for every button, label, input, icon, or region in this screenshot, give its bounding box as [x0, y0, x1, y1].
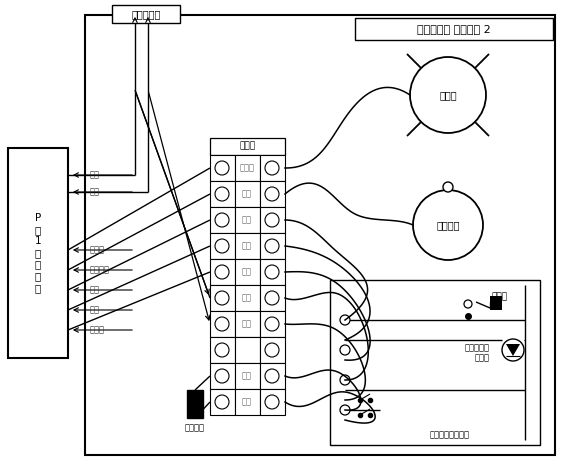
- Text: 공통: 공통: [90, 285, 100, 294]
- Bar: [490, 296, 502, 310]
- Circle shape: [265, 239, 279, 253]
- Text: 전화젝: 전화젝: [492, 292, 508, 301]
- Polygon shape: [506, 344, 520, 356]
- Bar: [210, 363, 235, 389]
- Circle shape: [265, 343, 279, 357]
- Bar: [235, 233, 260, 259]
- Circle shape: [215, 317, 229, 331]
- Circle shape: [215, 213, 229, 227]
- Bar: [260, 337, 285, 363]
- Bar: [210, 259, 235, 285]
- Bar: [235, 259, 260, 285]
- Circle shape: [413, 190, 483, 260]
- Circle shape: [215, 395, 229, 409]
- Bar: [112, 5, 180, 23]
- Bar: [235, 337, 260, 363]
- Circle shape: [502, 339, 524, 361]
- Bar: [260, 155, 285, 181]
- Text: 경종: 경종: [242, 189, 252, 198]
- Text: 응답: 응답: [242, 268, 252, 276]
- Bar: [210, 337, 235, 363]
- Circle shape: [215, 187, 229, 201]
- Bar: [235, 363, 260, 389]
- Bar: [8, 148, 68, 358]
- Circle shape: [265, 265, 279, 279]
- Bar: [260, 233, 285, 259]
- Text: P
형
1
급
수
신
기: P 형 1 급 수 신 기: [35, 213, 41, 293]
- Bar: [210, 155, 235, 181]
- Bar: [187, 390, 203, 418]
- Bar: [260, 389, 285, 415]
- Text: 전화: 전화: [242, 242, 252, 251]
- Bar: [210, 285, 235, 311]
- Text: 지구경종: 지구경종: [90, 265, 110, 274]
- Text: 감지기회로: 감지기회로: [132, 9, 160, 19]
- Bar: [355, 18, 553, 40]
- Bar: [210, 138, 285, 155]
- Bar: [210, 311, 235, 337]
- Bar: [235, 155, 260, 181]
- Bar: [85, 15, 555, 455]
- Circle shape: [464, 300, 472, 308]
- Text: 공통: 공통: [242, 216, 252, 225]
- Circle shape: [265, 317, 279, 331]
- Text: 발신기응답: 발신기응답: [465, 343, 490, 352]
- Circle shape: [340, 405, 350, 415]
- Bar: [260, 181, 285, 207]
- Bar: [210, 389, 235, 415]
- Circle shape: [340, 345, 350, 355]
- Bar: [260, 259, 285, 285]
- Circle shape: [265, 213, 279, 227]
- Circle shape: [215, 239, 229, 253]
- Text: 지구경종: 지구경종: [436, 220, 460, 230]
- Bar: [210, 207, 235, 233]
- Circle shape: [340, 315, 350, 325]
- Circle shape: [265, 291, 279, 305]
- Text: 중단저항: 중단저항: [185, 423, 205, 432]
- Bar: [260, 363, 285, 389]
- Circle shape: [215, 343, 229, 357]
- Circle shape: [265, 395, 279, 409]
- Circle shape: [215, 369, 229, 383]
- Bar: [235, 207, 260, 233]
- Bar: [260, 285, 285, 311]
- Bar: [235, 181, 260, 207]
- Text: 표시등: 표시등: [475, 354, 490, 363]
- Bar: [235, 285, 260, 311]
- Circle shape: [215, 161, 229, 175]
- Text: 발신기세트 내부결선 2: 발신기세트 내부결선 2: [417, 24, 491, 34]
- Bar: [210, 233, 235, 259]
- Text: 발신기: 발신기: [90, 325, 105, 334]
- Text: 공통: 공통: [242, 319, 252, 328]
- Text: 발신기누름스위치: 발신기누름스위치: [430, 430, 470, 439]
- Bar: [235, 389, 260, 415]
- Circle shape: [340, 375, 350, 385]
- Bar: [330, 280, 540, 445]
- Bar: [210, 181, 235, 207]
- Circle shape: [443, 182, 453, 192]
- Circle shape: [410, 57, 486, 133]
- Text: 공통: 공통: [90, 187, 100, 196]
- Text: 회로: 회로: [242, 293, 252, 302]
- Bar: [260, 311, 285, 337]
- Text: 표시등: 표시등: [439, 90, 457, 100]
- Bar: [260, 207, 285, 233]
- Circle shape: [215, 265, 229, 279]
- Text: 전화: 전화: [90, 305, 100, 314]
- Text: 표시등: 표시등: [239, 163, 255, 172]
- Circle shape: [265, 187, 279, 201]
- Text: 증단: 증단: [242, 372, 252, 381]
- Text: 표시등: 표시등: [90, 245, 105, 254]
- Text: 단자다: 단자다: [239, 141, 256, 151]
- Circle shape: [215, 291, 229, 305]
- Circle shape: [265, 369, 279, 383]
- Bar: [235, 311, 260, 337]
- Circle shape: [265, 161, 279, 175]
- Text: 회로: 회로: [90, 170, 100, 179]
- Text: 저항: 저항: [242, 398, 252, 406]
